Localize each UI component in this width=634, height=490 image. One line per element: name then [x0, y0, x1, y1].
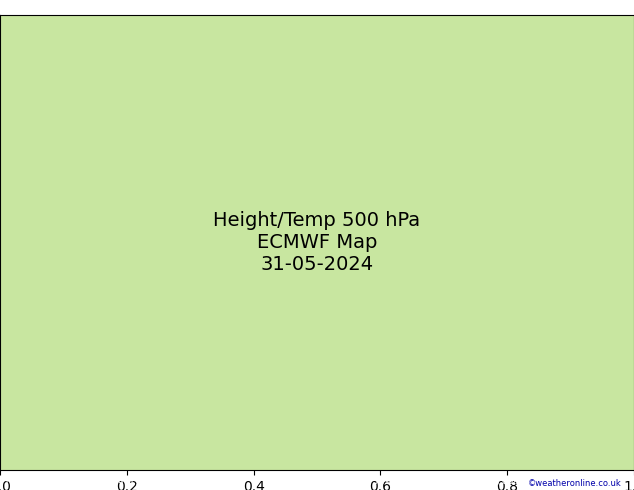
Text: Height/Temp 500 hPa
ECMWF Map
31-05-2024: Height/Temp 500 hPa ECMWF Map 31-05-2024 [214, 211, 420, 274]
Text: ©weatheronline.co.uk: ©weatheronline.co.uk [527, 479, 621, 488]
Text: Fri 31-05-2024 00:00 UTC (00+90): Fri 31-05-2024 00:00 UTC (00+90) [349, 475, 537, 485]
Text: Height/Temp. 500 hPa [gdmp][°C] ECMWF: Height/Temp. 500 hPa [gdmp][°C] ECMWF [6, 475, 224, 485]
